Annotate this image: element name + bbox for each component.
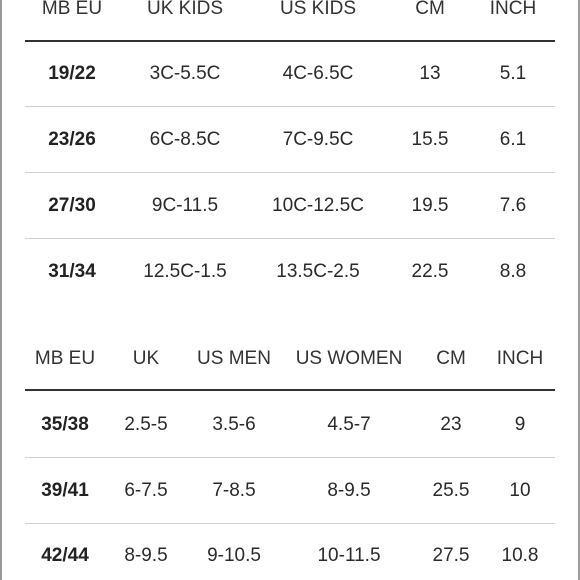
kids-table-cell: 9C-11.5 <box>151 195 219 216</box>
kids-table-cell: 5.1 <box>499 63 527 84</box>
kids-table-cell: 15.5 <box>411 129 449 150</box>
kids-header-cell: CM <box>415 0 445 19</box>
adult-row-divider <box>25 523 555 524</box>
kids-row-divider <box>25 172 555 173</box>
kids-table-cell: 4C-6.5C <box>282 63 354 84</box>
kids-table-cell: 8.8 <box>499 261 527 282</box>
kids-size-key: 27/30 <box>48 195 96 216</box>
kids-row-divider <box>25 106 555 107</box>
left-border <box>0 0 2 580</box>
kids-header-rule <box>25 40 555 42</box>
kids-header-cell: US KIDS <box>279 0 357 19</box>
kids-header-cell: UK KIDS <box>146 0 224 19</box>
adult-table-cell: 9 <box>514 414 526 435</box>
adult-header-cell: CM <box>436 348 466 369</box>
kids-size-key: 31/34 <box>48 261 96 282</box>
adult-table-cell: 10 <box>509 480 531 501</box>
adult-table-cell: 8-9.5 <box>124 545 168 566</box>
adult-header-rule <box>25 389 555 391</box>
kids-table-cell: 12.5C-1.5 <box>143 261 227 282</box>
kids-table-cell: 13.5C-2.5 <box>276 261 360 282</box>
adult-header-cell: INCH <box>496 348 544 369</box>
kids-table-cell: 13 <box>419 63 441 84</box>
kids-table-cell: 7C-9.5C <box>282 129 354 150</box>
kids-table-cell: 6.1 <box>499 129 527 150</box>
right-border <box>578 0 580 580</box>
kids-header-cell: INCH <box>489 0 537 19</box>
adult-table-cell: 10-11.5 <box>317 545 381 566</box>
adult-table-cell: 4.5-7 <box>327 414 371 435</box>
kids-table-cell: 10C-12.5C <box>272 195 364 216</box>
kids-size-key: 19/22 <box>48 63 96 84</box>
kids-table-cell: 22.5 <box>411 261 449 282</box>
kids-size-key: 23/26 <box>48 129 96 150</box>
kids-header-cell: MB EU <box>41 0 103 19</box>
adult-size-key: 42/44 <box>41 545 89 566</box>
adult-table-cell: 23 <box>440 414 462 435</box>
adult-table-cell: 8-9.5 <box>327 480 371 501</box>
adult-size-key: 35/38 <box>41 414 89 435</box>
adult-table-cell: 10.8 <box>501 545 539 566</box>
adult-table-cell: 6-7.5 <box>124 480 168 501</box>
adult-table-cell: 2.5-5 <box>124 414 168 435</box>
adult-header-cell: UK <box>132 348 160 369</box>
kids-table-cell: 7.6 <box>499 195 527 216</box>
adult-table-cell: 25.5 <box>432 480 470 501</box>
kids-table-cell: 19.5 <box>411 195 449 216</box>
kids-table-cell: 3C-5.5C <box>149 63 221 84</box>
adult-table-cell: 3.5-6 <box>212 414 256 435</box>
adult-table-cell: 7-8.5 <box>212 480 256 501</box>
adult-table-cell: 9-10.5 <box>207 545 261 566</box>
adult-size-key: 39/41 <box>41 480 89 501</box>
adult-table-cell: 27.5 <box>432 545 470 566</box>
kids-row-divider <box>25 238 555 239</box>
kids-table-cell: 6C-8.5C <box>149 129 221 150</box>
adult-row-divider <box>25 457 555 458</box>
adult-header-cell: MB EU <box>34 348 96 369</box>
adult-header-cell: US MEN <box>197 348 271 369</box>
adult-header-cell: US WOMEN <box>295 348 403 369</box>
